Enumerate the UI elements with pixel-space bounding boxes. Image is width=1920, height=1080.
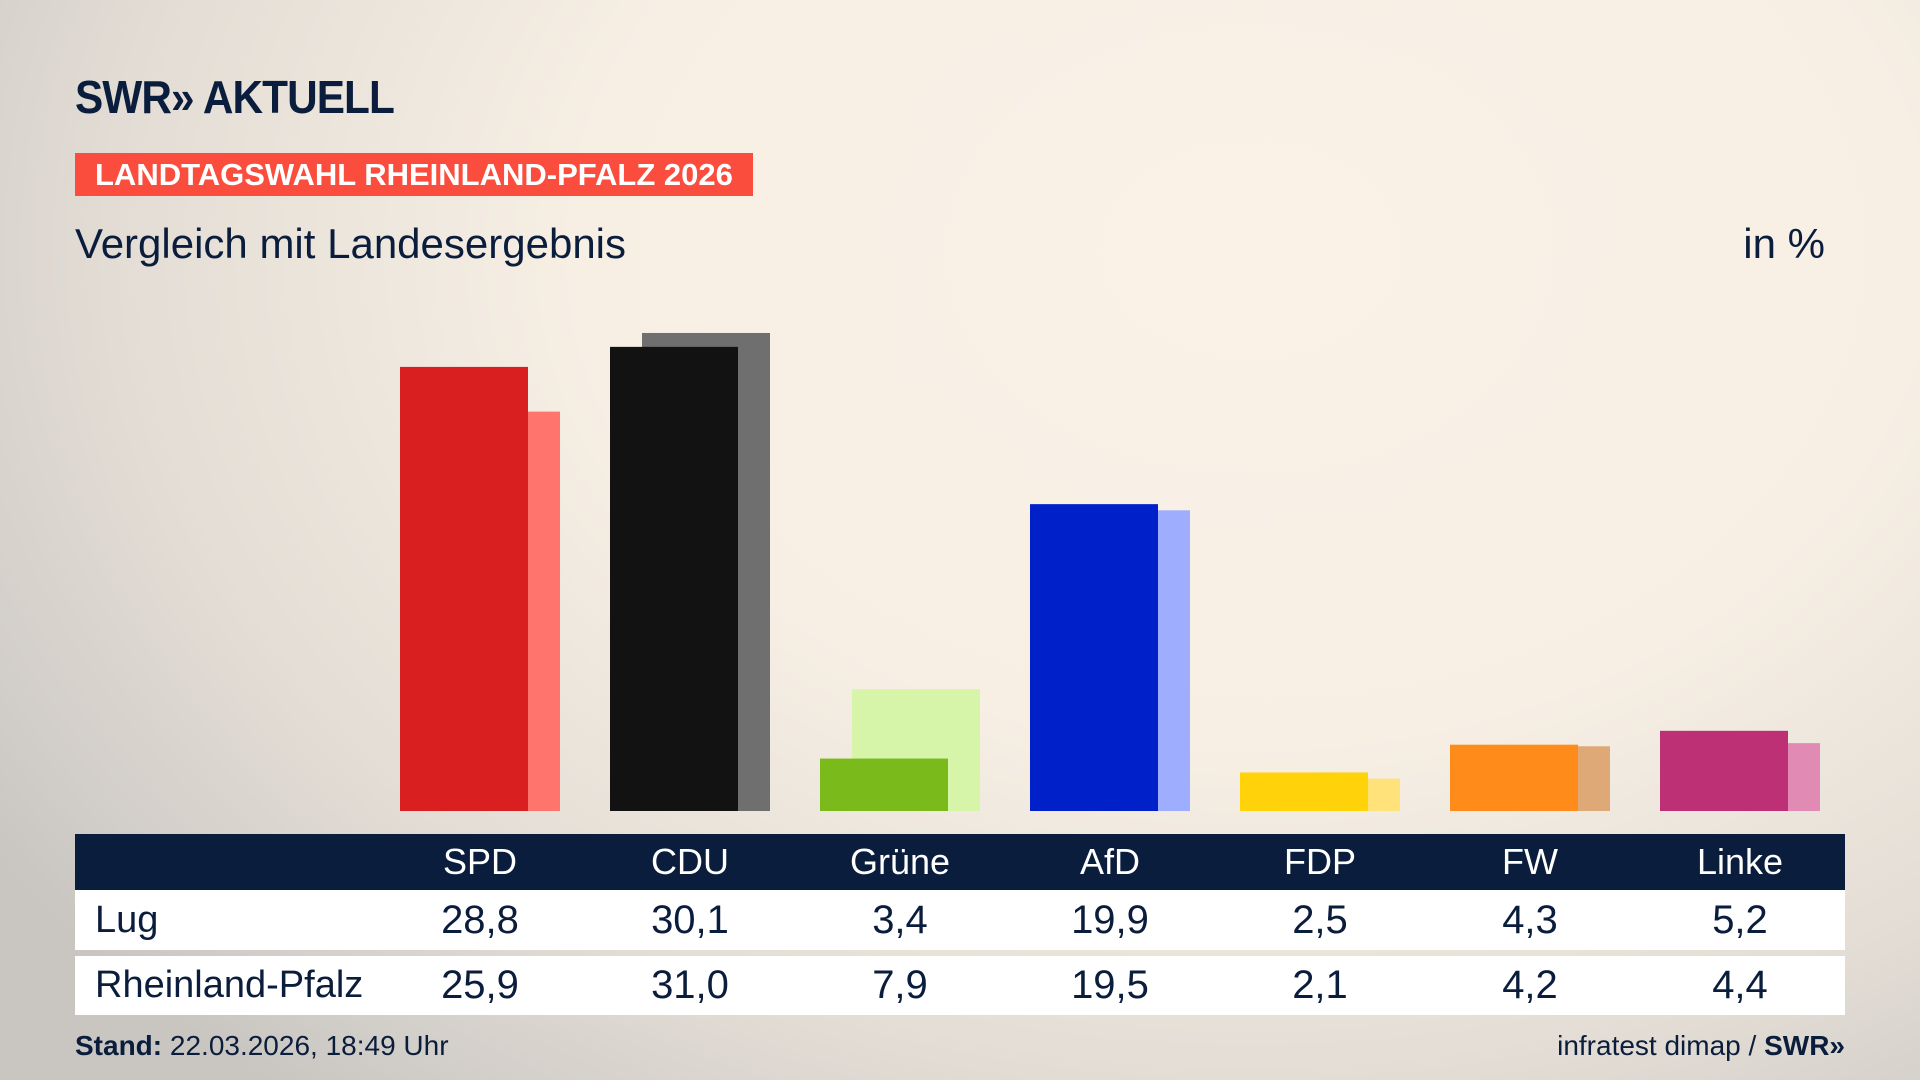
cell: 19,5 (1071, 963, 1149, 1007)
bar-afd-lug (1030, 504, 1158, 811)
stand-value: 22.03.2026, 18:49 Uhr (162, 1030, 449, 1061)
election-badge: LANDTAGSWAHL RHEINLAND-PFALZ 2026 (75, 153, 753, 196)
cell: 2,1 (1292, 963, 1348, 1007)
header-gruene: Grüne (849, 841, 951, 882)
cell: 31,0 (651, 963, 729, 1007)
results-table: SPD CDU Grüne AfD FDP FW Linke Lug 28,8 … (75, 834, 1845, 1015)
table-row: Lug 28,8 30,1 3,4 19,9 2,5 4,3 5,2 (75, 890, 1845, 950)
cell: 28,8 (441, 897, 519, 942)
swr-logo: SWR» (1764, 1030, 1845, 1061)
header-afd: AfD (1079, 841, 1140, 882)
bar-cdu-lug (610, 346, 738, 811)
bar-fw-lug (1450, 744, 1578, 811)
table-row: Rheinland-Pfalz 25,9 31,0 7,9 19,5 2,1 4… (75, 956, 1845, 1015)
unit-label: in % (1743, 220, 1825, 267)
cell: 30,1 (651, 897, 729, 942)
source: infratest dimap / SWR» (1557, 1030, 1845, 1062)
cell: 3,4 (872, 897, 928, 942)
header-fw: FW (1502, 841, 1558, 882)
table-header: SPD CDU Grüne AfD FDP FW Linke (75, 834, 1845, 890)
cell: 4,4 (1712, 963, 1768, 1007)
header-linke: Linke (1696, 841, 1784, 882)
header-spd: SPD (442, 841, 518, 882)
header-cdu: CDU (651, 841, 729, 882)
bar-spd-lug (400, 366, 528, 811)
bar-fdp-lug (1240, 772, 1368, 811)
cell: 19,9 (1071, 897, 1149, 942)
cell: 4,2 (1502, 963, 1558, 1007)
source-text: infratest dimap / (1557, 1030, 1765, 1061)
cell: 4,3 (1502, 897, 1558, 942)
bar-linke-lug (1660, 730, 1788, 811)
timestamp: Stand: 22.03.2026, 18:49 Uhr (75, 1030, 449, 1062)
swr-aktuell-logo: SWR» AKTUELL (75, 71, 395, 123)
chart-subtitle: Vergleich mit Landesergebnis (75, 220, 627, 267)
cell: 25,9 (441, 963, 519, 1007)
cell: 7,9 (872, 963, 928, 1007)
header-fdp: FDP (1284, 841, 1356, 882)
row-label: Lug (95, 898, 159, 941)
cell: 5,2 (1712, 897, 1768, 942)
row-label: Rheinland-Pfalz (95, 964, 364, 1006)
cell: 2,5 (1292, 897, 1348, 942)
stand-label: Stand: (75, 1030, 163, 1061)
bar-grüne-lug (820, 758, 948, 811)
